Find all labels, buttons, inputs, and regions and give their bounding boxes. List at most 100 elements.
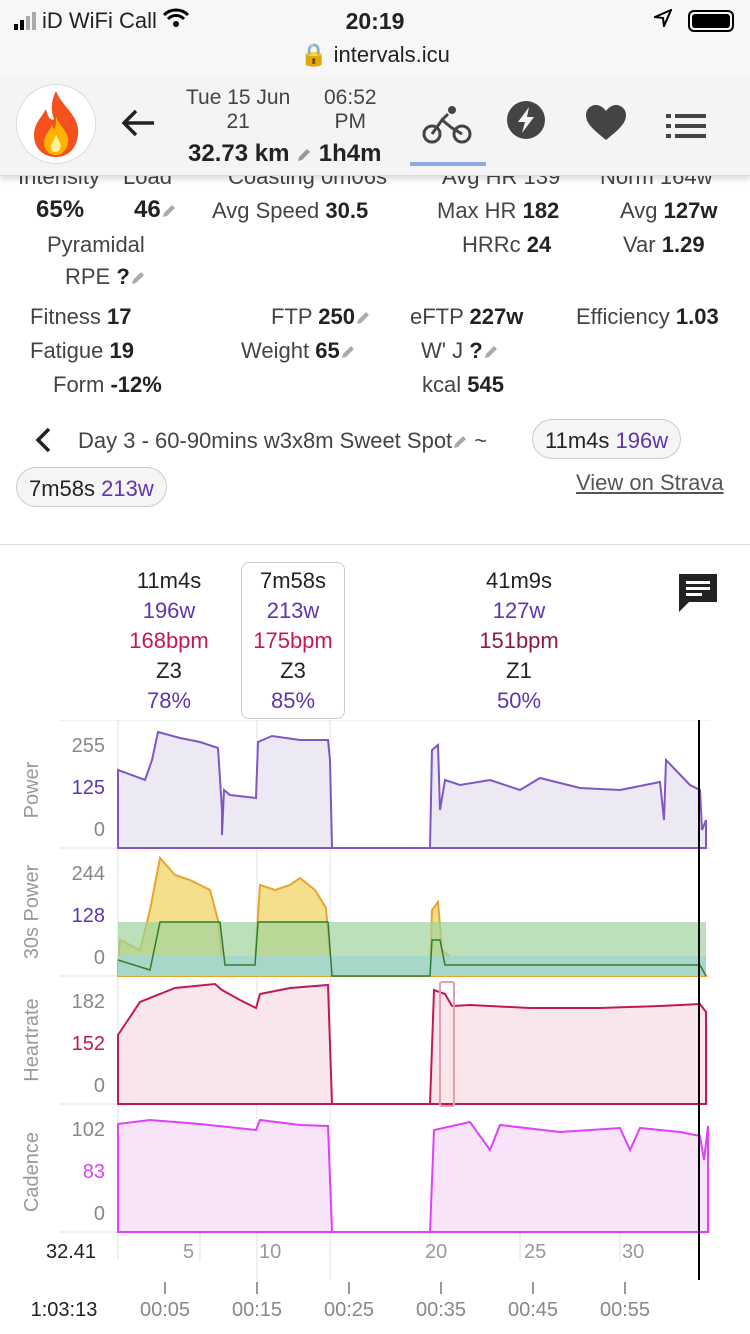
power-ytick-max: 255: [72, 735, 105, 757]
load-number: 46: [134, 196, 161, 223]
max-hr-label: Max HR: [437, 198, 517, 223]
workout-prev-button[interactable]: [34, 427, 52, 458]
interval-summary-1[interactable]: 11m4s 196w 168bpm Z3 78%: [104, 566, 234, 716]
power-chart[interactable]: [117, 730, 707, 849]
ftp-label: FTP: [271, 304, 313, 329]
thirty-s-ytick-max: 244: [72, 863, 105, 885]
comments-button[interactable]: [677, 572, 719, 617]
thirty-s-ytick-mid: 128: [72, 905, 105, 927]
interval-pill-1[interactable]: 11m4s 196w: [532, 419, 682, 459]
pill-time: 7m58s: [29, 476, 96, 501]
flame-icon: [34, 91, 79, 157]
avg-speed: Avg Speed 30.5: [212, 198, 368, 224]
var-label: Var: [623, 232, 656, 257]
workout-name-text: Day 3 - 60-90mins w3x8m Sweet Spot: [78, 428, 453, 453]
pill-watts: 213w: [101, 476, 154, 501]
selected-interval-highlight: [241, 562, 345, 719]
hrrc-label: HRRc: [462, 232, 521, 257]
thirty-second-power-chart[interactable]: [117, 855, 708, 977]
efficiency: Efficiency 1.03: [576, 304, 719, 330]
avatar[interactable]: [16, 84, 96, 164]
arrow-left-icon: [121, 109, 154, 137]
km-axis-start: 32.41: [46, 1241, 96, 1263]
time-line1: 06:52: [324, 86, 377, 109]
weight[interactable]: Weight 65: [241, 338, 356, 364]
duration: 1h4m: [318, 140, 382, 167]
hr-ytick-mid: 152: [72, 1033, 105, 1055]
view-on-strava-link[interactable]: View on Strava: [576, 470, 724, 495]
distance: 32.73 km: [188, 140, 290, 167]
max-hr: Max HR 182: [437, 198, 559, 224]
pill-time: 11m4s: [545, 428, 610, 453]
pencil-icon[interactable]: [452, 434, 468, 450]
weight-value: 65: [315, 338, 340, 363]
efficiency-value: 1.03: [675, 304, 719, 329]
pencil-icon[interactable]: [483, 344, 499, 360]
location-icon: [651, 8, 673, 32]
fatigue-value: 19: [109, 338, 134, 363]
hr-ytick-zero: 0: [94, 1075, 105, 1097]
workout-name[interactable]: Day 3 - 60-90mins w3x8m Sweet Spot ~: [78, 428, 487, 454]
tab-power[interactable]: [506, 100, 546, 145]
thirty-s-axis-title: 30s Power: [21, 864, 43, 959]
tab-ride-underline: [410, 162, 486, 166]
interval-pill-2[interactable]: 7m58s 213w: [16, 467, 167, 507]
distance-duration: 32.73 km 1h4m: [188, 140, 381, 168]
interval-bpm: 151bpm: [479, 628, 559, 653]
hrrc: HRRc 24: [462, 232, 551, 258]
pencil-icon[interactable]: [355, 310, 371, 326]
tab-heart[interactable]: [584, 104, 628, 147]
fitness: Fitness 17: [30, 304, 132, 330]
pencil-icon[interactable]: [161, 203, 177, 219]
kcal-label: kcal: [422, 372, 462, 397]
interval-pct: 78%: [146, 688, 192, 713]
avg-speed-value: 30.5: [325, 198, 369, 223]
efficiency-label: Efficiency: [576, 304, 670, 329]
max-hr-value: 182: [522, 198, 560, 223]
rpe-label: RPE: [65, 264, 111, 289]
interval-watts: 127w: [492, 598, 546, 623]
weight-label: Weight: [241, 338, 310, 363]
url-bar[interactable]: 🔒 intervals.icu: [300, 42, 450, 67]
load-value: 46: [134, 196, 177, 224]
list-icon: [666, 114, 706, 138]
km-tick: 30: [622, 1241, 644, 1263]
km-tick: 10: [259, 1241, 281, 1263]
comment-icon: [679, 574, 717, 612]
heartrate-chart[interactable]: [117, 981, 707, 1107]
activity-charts[interactable]: 255 125 0 244 128 0 182 152 0 102 83 0 P…: [0, 720, 750, 1330]
cadence-chart[interactable]: [117, 1118, 709, 1233]
ftp[interactable]: FTP 250: [271, 304, 371, 330]
tab-ride[interactable]: [422, 104, 472, 149]
pencil-icon[interactable]: [296, 147, 312, 163]
interval-time: 11m4s: [136, 568, 202, 593]
time-tick: 00:55: [600, 1299, 650, 1321]
signal-icon: [14, 12, 36, 30]
interval-zone: Z3: [156, 658, 182, 683]
menu-button[interactable]: [666, 114, 706, 143]
interval-zone: Z3: [280, 658, 306, 683]
fitness-label: Fitness: [30, 304, 101, 329]
avg-speed-label: Avg Speed: [212, 198, 320, 223]
activity-time: 06:52 PM: [324, 86, 377, 134]
eftp-label: eFTP: [410, 304, 464, 329]
w-prime[interactable]: W' J ?: [421, 338, 499, 364]
bike-icon: [422, 106, 472, 144]
interval-summary-2[interactable]: 7m58s 213w 175bpm Z3 85%: [241, 566, 345, 716]
chart-area: [0, 544, 750, 1334]
url-text: intervals.icu: [333, 42, 450, 67]
carrier: iD WiFi Call: [14, 8, 189, 34]
status-right: [651, 8, 734, 32]
form: Form -12%: [53, 372, 162, 398]
rpe[interactable]: RPE ?: [65, 264, 146, 290]
fatigue: Fatigue 19: [30, 338, 134, 364]
pencil-icon[interactable]: [130, 270, 146, 286]
pencil-icon[interactable]: [340, 344, 356, 360]
back-button[interactable]: [120, 108, 156, 143]
form-label: Form: [53, 372, 105, 397]
hrrc-value: 24: [526, 232, 552, 257]
status-bar: iD WiFi Call 20:19 🔒 intervals.icu: [0, 0, 750, 78]
interval-watts: 196w: [142, 598, 196, 623]
interval-summary-3[interactable]: 41m9s 127w 151bpm Z1 50%: [444, 566, 594, 716]
power-ytick-zero: 0: [94, 819, 105, 841]
